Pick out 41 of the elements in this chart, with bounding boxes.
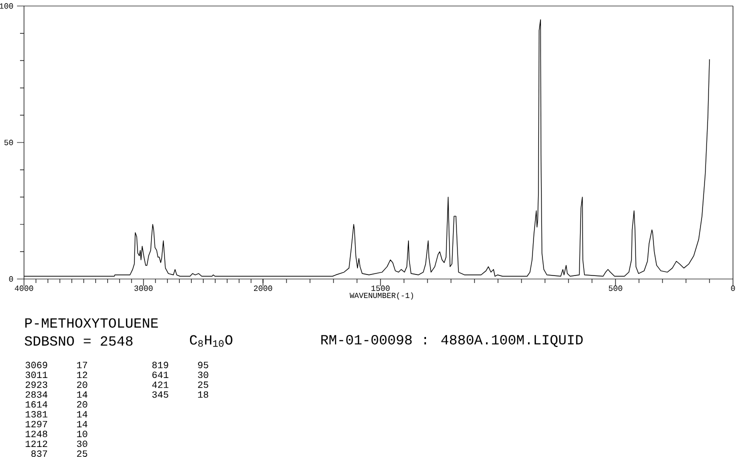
text: 1614 [26,401,48,408]
text: 837 [31,450,48,457]
y-tick-label: 50 [4,140,13,146]
text: 25 [198,381,208,388]
text: 30 [198,372,208,378]
text: RM-01-00098 : 4880A.100M.LIQUID [321,334,583,347]
x-tick-label: 500 [608,286,622,291]
y-tick-label: 0 [9,276,13,282]
text: 1297 [26,420,48,428]
text: 1248 [26,430,48,438]
text: C$_{8}$H$_{10}$O [190,335,232,347]
text: 14 [77,391,88,398]
text: 25 [77,450,88,457]
text: P-METHOXYTOLUENE [25,318,158,328]
text: 3011 [26,372,48,378]
text: 421 [152,382,168,388]
text: 2834 [26,391,48,398]
text: 3069 [26,362,48,368]
text: 30 [77,440,88,448]
text: 14 [77,420,88,428]
text: 641 [152,372,168,378]
x-tick-label: 1500 [371,286,390,291]
text: SDBSNO = 2548 [24,336,132,346]
text: 345 [152,391,168,398]
text: 1381 [26,411,48,418]
text: 20 [77,401,88,408]
text: 95 [198,362,208,368]
text: 10 [77,430,88,438]
text: 819 [152,362,168,368]
x-tick-label: 0 [731,286,735,291]
x-tick-label: 3000 [134,286,153,291]
text: 1212 [26,440,48,447]
text: 2923 [26,381,48,388]
text: 12 [77,372,88,378]
x-tick-label: 2000 [254,286,272,291]
text: 17 [77,362,88,368]
y-tick-label: 100 [0,3,13,9]
x-tick-label: 4000 [14,286,34,291]
text: 20 [77,381,88,388]
text: 14 [77,411,88,418]
text: 18 [198,391,208,398]
